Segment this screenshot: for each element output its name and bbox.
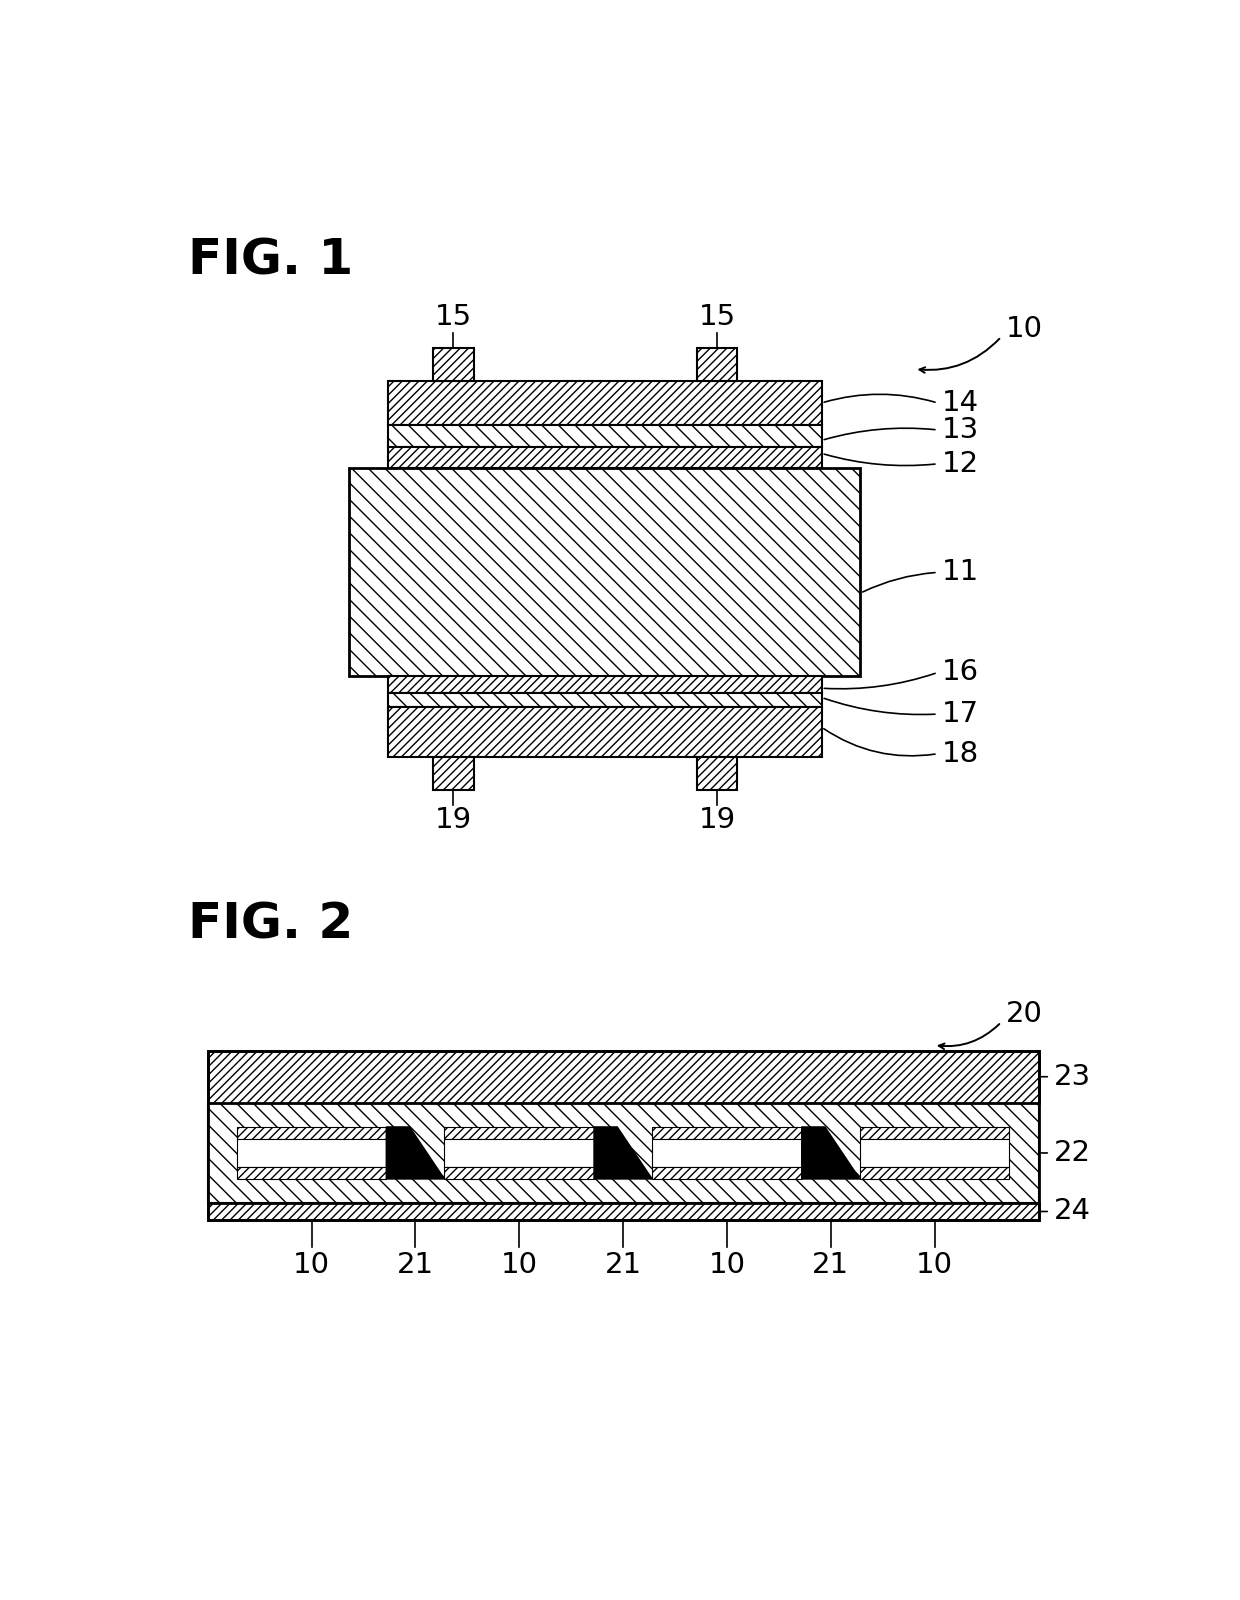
Bar bbox=[652, 1139, 802, 1168]
Polygon shape bbox=[387, 1126, 444, 1179]
Text: 10: 10 bbox=[1006, 315, 1043, 342]
Bar bbox=[207, 1102, 1039, 1203]
Text: 19: 19 bbox=[435, 806, 472, 835]
Bar bbox=[652, 1126, 802, 1139]
Text: 23: 23 bbox=[1054, 1062, 1091, 1091]
Text: 12: 12 bbox=[941, 450, 978, 478]
Text: 22: 22 bbox=[1054, 1139, 1091, 1166]
Text: 21: 21 bbox=[397, 1251, 434, 1278]
Polygon shape bbox=[594, 1126, 652, 1179]
Bar bbox=[444, 1139, 594, 1168]
Text: 10: 10 bbox=[501, 1251, 538, 1278]
Bar bbox=[387, 677, 821, 693]
Bar bbox=[433, 757, 474, 789]
Bar bbox=[237, 1168, 387, 1179]
Text: 10: 10 bbox=[916, 1251, 954, 1278]
Bar bbox=[697, 349, 737, 381]
Text: 13: 13 bbox=[941, 416, 978, 443]
Text: FIG. 2: FIG. 2 bbox=[187, 901, 353, 949]
Bar bbox=[387, 693, 821, 707]
Bar bbox=[387, 381, 821, 426]
Text: 18: 18 bbox=[941, 739, 978, 768]
Text: 21: 21 bbox=[605, 1251, 641, 1278]
Text: 15: 15 bbox=[435, 304, 472, 331]
Bar bbox=[207, 1051, 1039, 1219]
Text: 17: 17 bbox=[941, 701, 978, 728]
Text: 11: 11 bbox=[941, 558, 978, 586]
Bar bbox=[444, 1168, 594, 1179]
Text: FIG. 1: FIG. 1 bbox=[187, 237, 353, 285]
Bar bbox=[237, 1126, 387, 1139]
Bar bbox=[387, 426, 821, 446]
Bar bbox=[433, 349, 474, 381]
Text: 14: 14 bbox=[941, 389, 978, 418]
Text: 24: 24 bbox=[1054, 1197, 1091, 1226]
Bar bbox=[207, 1203, 1039, 1219]
Bar bbox=[348, 469, 861, 677]
Polygon shape bbox=[802, 1126, 859, 1179]
Text: 15: 15 bbox=[698, 304, 735, 331]
Text: 16: 16 bbox=[941, 659, 978, 686]
Text: 20: 20 bbox=[1006, 1000, 1043, 1029]
Bar bbox=[652, 1168, 802, 1179]
Bar bbox=[444, 1126, 594, 1139]
Bar bbox=[859, 1139, 1009, 1168]
Bar bbox=[387, 707, 821, 757]
Bar bbox=[859, 1126, 1009, 1139]
Bar bbox=[237, 1139, 387, 1168]
Text: 10: 10 bbox=[708, 1251, 745, 1278]
Bar bbox=[859, 1168, 1009, 1179]
Text: 19: 19 bbox=[698, 806, 735, 835]
Text: 21: 21 bbox=[812, 1251, 849, 1278]
Bar bbox=[697, 757, 737, 789]
Bar bbox=[387, 446, 821, 469]
Text: 10: 10 bbox=[293, 1251, 330, 1278]
Bar bbox=[207, 1051, 1039, 1102]
